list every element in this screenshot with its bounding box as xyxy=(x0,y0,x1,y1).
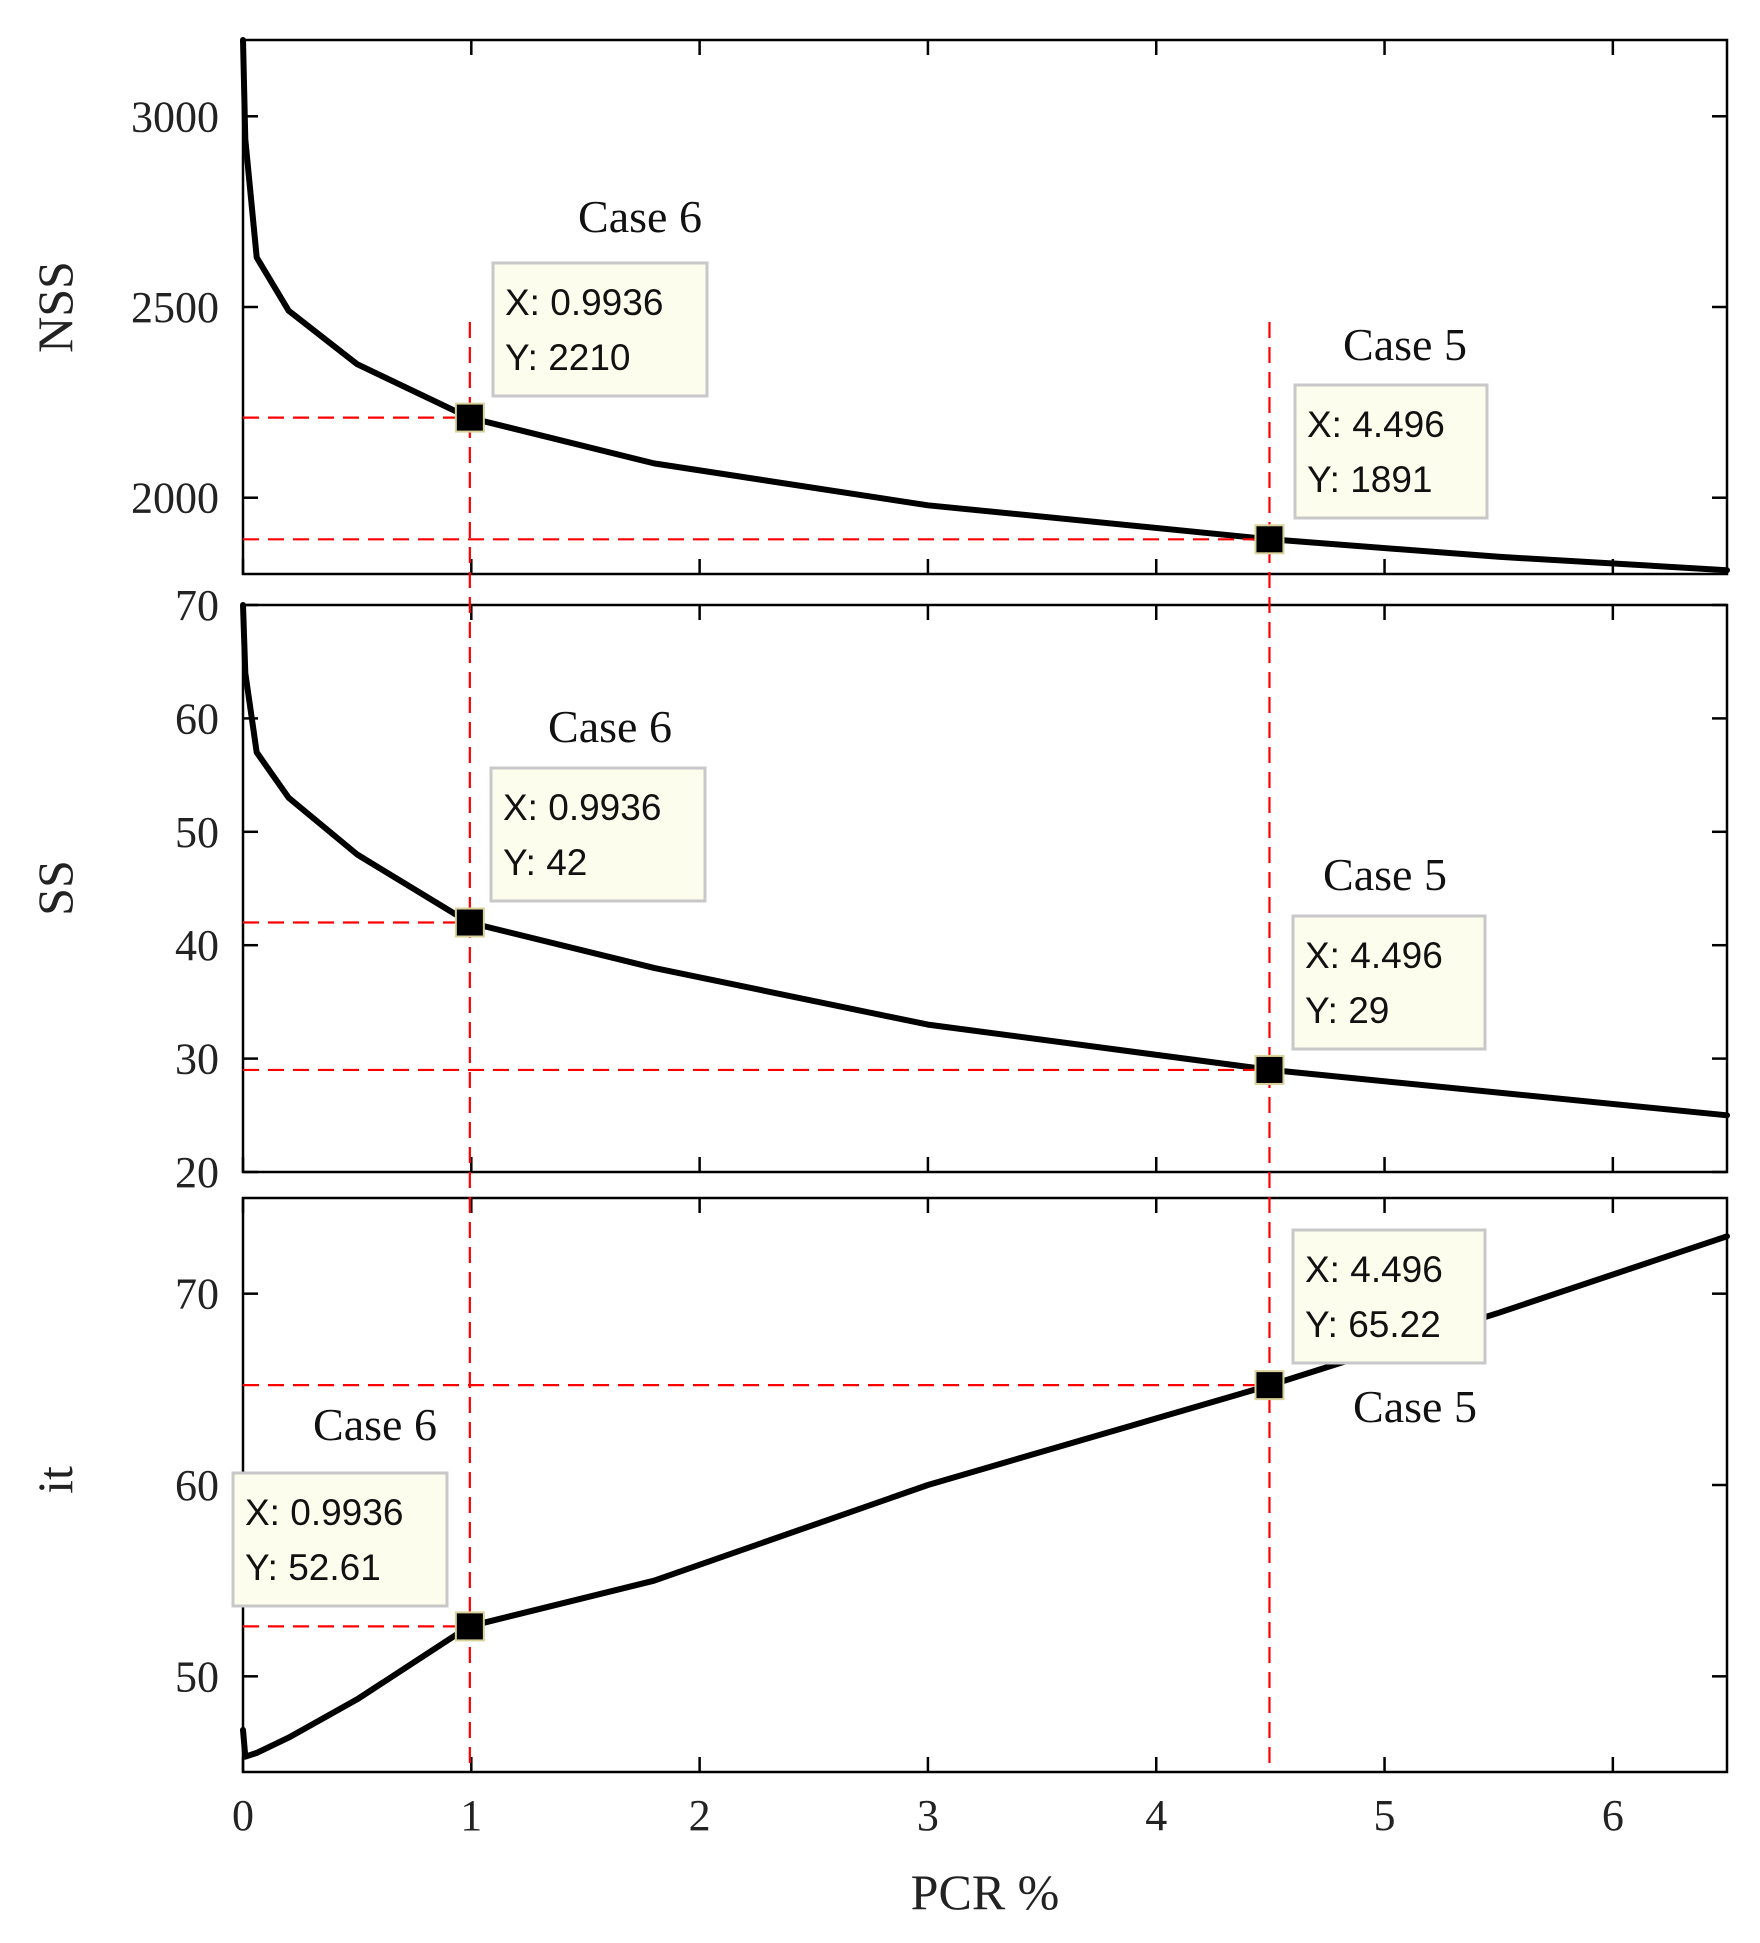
x-tick-label: 6 xyxy=(1602,1791,1624,1840)
case-label: Case 6 xyxy=(313,1399,437,1450)
y-tick-label: 30 xyxy=(175,1035,219,1084)
data-tip-box xyxy=(1291,914,1487,1051)
y-axis-label: SS xyxy=(27,860,83,916)
data-markers xyxy=(454,402,1285,1642)
data-marker xyxy=(454,907,485,938)
data-tip-x-value: X: 4.496 xyxy=(1305,1249,1443,1290)
case-label: Case 5 xyxy=(1353,1381,1477,1432)
x-tick-label: 1 xyxy=(460,1791,482,1840)
x-axis-label: PCR % xyxy=(911,1864,1060,1920)
data-tip-y-value: Y: 52.61 xyxy=(245,1547,381,1588)
data-tips: X: 0.9936 Y: 2210 X: 4.496 Y: 1891 X: 0.9936… xyxy=(231,261,1489,1608)
x-tick-label: 0 xyxy=(232,1791,254,1840)
case-label: Case 6 xyxy=(548,701,672,752)
data-tip-box xyxy=(231,1471,449,1608)
data-line-it xyxy=(240,1233,1730,1760)
axes-frame-3 xyxy=(241,1196,1729,1774)
y-tick-label: 40 xyxy=(175,921,219,970)
data-curves xyxy=(240,37,1730,1760)
data-tip-y-value: Y: 29 xyxy=(1305,990,1389,1031)
y-tick-label: 2000 xyxy=(131,474,219,523)
y-tick-label: 60 xyxy=(175,694,219,743)
x-tick-label: 2 xyxy=(689,1791,711,1840)
y-tick-label: 70 xyxy=(175,581,219,630)
x-tick-label: 4 xyxy=(1145,1791,1167,1840)
data-tip-y-value: Y: 2210 xyxy=(505,337,631,378)
y-tick-label: 2500 xyxy=(131,283,219,332)
axes-frame-2 xyxy=(241,603,1729,1174)
case-label: Case 5 xyxy=(1343,319,1467,370)
y-tick-label: 70 xyxy=(175,1270,219,1319)
data-tip-x-value: X: 0.9936 xyxy=(503,787,661,828)
x-tick-label: 3 xyxy=(917,1791,939,1840)
data-tip-y-value: Y: 65.22 xyxy=(1305,1304,1441,1345)
axes-frames xyxy=(241,38,1729,1774)
axes-frame-1 xyxy=(241,38,1729,576)
data-marker xyxy=(1254,1370,1285,1401)
data-tip-box xyxy=(489,766,707,903)
data-tip-x-value: X: 0.9936 xyxy=(505,282,663,323)
x-tick-label: 5 xyxy=(1374,1791,1396,1840)
y-tick-label: 60 xyxy=(175,1461,219,1510)
y-axis-label: it xyxy=(27,1466,83,1494)
case-label: Case 6 xyxy=(578,191,702,242)
data-tip-x-value: X: 0.9936 xyxy=(245,1492,403,1533)
data-tip-y-value: Y: 1891 xyxy=(1307,459,1433,500)
data-marker xyxy=(454,1611,485,1642)
data-marker xyxy=(1254,524,1285,555)
data-marker xyxy=(454,402,485,433)
guide-lines xyxy=(243,322,1271,1772)
case-label: Case 5 xyxy=(1323,849,1447,900)
data-tip-x-value: X: 4.496 xyxy=(1307,404,1445,445)
y-tick-label: 20 xyxy=(175,1148,219,1197)
y-tick-label: 50 xyxy=(175,808,219,857)
data-tip-y-value: Y: 42 xyxy=(503,842,587,883)
data-marker xyxy=(1254,1054,1285,1085)
y-tick-label: 3000 xyxy=(131,92,219,141)
data-tip-box xyxy=(1293,383,1489,520)
data-tip-x-value: X: 4.496 xyxy=(1305,935,1443,976)
axes-ticks xyxy=(241,40,1727,1772)
y-tick-label: 50 xyxy=(175,1652,219,1701)
y-axis-label: NSS xyxy=(27,261,83,353)
data-tip-box xyxy=(1291,1228,1487,1365)
data-line-SS xyxy=(240,602,1730,1119)
data-line-NSS xyxy=(240,37,1730,574)
data-tip-box xyxy=(491,261,709,398)
